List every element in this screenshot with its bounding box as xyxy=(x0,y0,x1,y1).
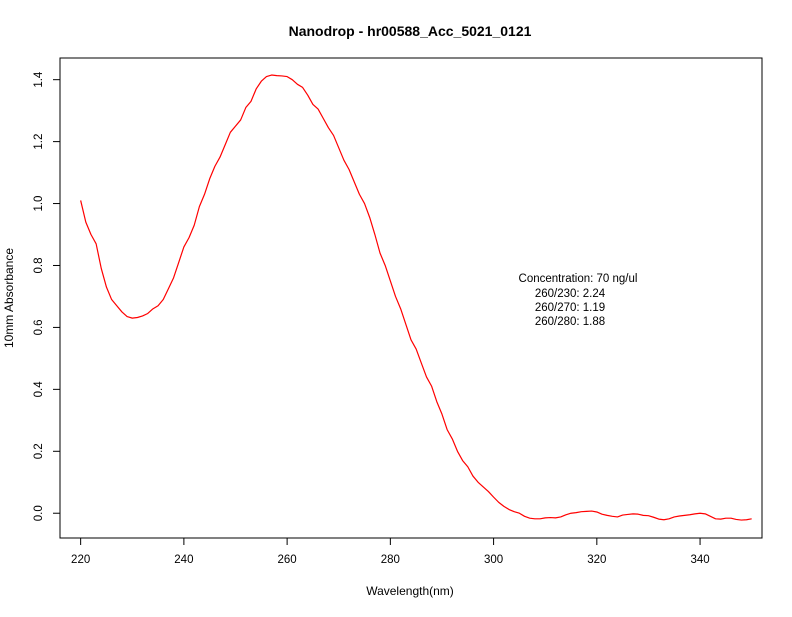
y-axis-label: 10mm Absorbance xyxy=(2,248,16,348)
annotation-concentration: Concentration: 70 ng/ul xyxy=(519,273,638,285)
x-tick-label: 260 xyxy=(278,554,297,566)
plot-frame xyxy=(59,57,763,539)
chart-title: Nanodrop - hr00588_Acc_5021_0121 xyxy=(289,23,532,39)
x-axis: 220 240 260 280 300 320 340 xyxy=(71,538,710,566)
y-tick-label: 0.6 xyxy=(33,319,45,335)
annotation-box: Concentration: 70 ng/ul 260/230: 2.24 26… xyxy=(519,273,638,328)
y-tick-label: 1.0 xyxy=(33,196,45,212)
y-axis: 0.0 0.2 0.4 0.6 0.8 1.0 1.2 1.4 xyxy=(33,71,60,521)
annotation-ratio-260-280: 260/280: 1.88 xyxy=(535,316,605,328)
y-tick-label: 1.4 xyxy=(33,71,45,88)
y-tick-label: 0.8 xyxy=(33,257,45,273)
absorbance-series-line xyxy=(80,74,752,521)
annotation-ratio-260-230: 260/230: 2.24 xyxy=(535,288,606,300)
x-tick-label: 220 xyxy=(71,554,90,566)
x-axis-label: Wavelength(nm) xyxy=(366,584,454,598)
y-tick-label: 0.2 xyxy=(33,443,45,459)
x-tick-label: 300 xyxy=(484,554,503,566)
y-tick-label: 1.2 xyxy=(33,134,45,150)
y-tick-label: 0.4 xyxy=(33,381,45,398)
y-tick-label: 0.0 xyxy=(33,505,45,521)
x-tick-label: 320 xyxy=(587,554,606,566)
x-tick-label: 340 xyxy=(690,554,709,566)
x-tick-label: 240 xyxy=(174,554,193,566)
series-layer xyxy=(80,74,752,521)
x-tick-label: 280 xyxy=(381,554,400,566)
annotation-ratio-260-270: 260/270: 1.19 xyxy=(535,302,605,314)
